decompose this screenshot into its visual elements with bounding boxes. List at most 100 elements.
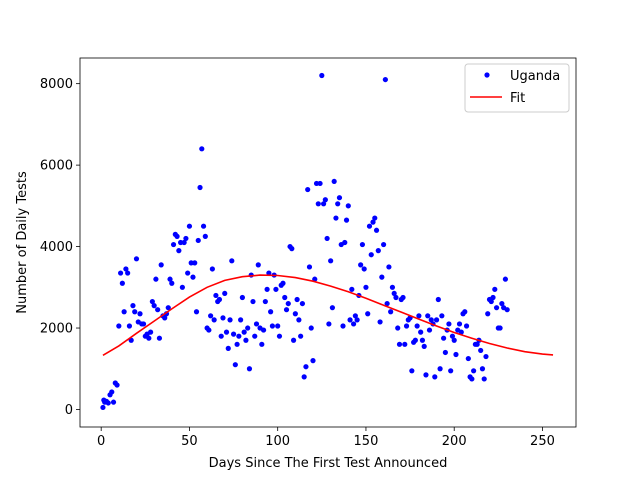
data-point [176,248,182,254]
data-point [488,298,494,305]
data-point [243,337,249,343]
data-point [218,333,224,339]
data-point [448,368,454,374]
data-point [421,343,427,349]
data-point [396,341,403,347]
data-point [409,368,415,374]
data-point [423,372,429,378]
data-point [245,325,251,331]
data-point [446,321,452,327]
data-point [227,317,233,323]
data-point [229,258,235,264]
data-point [238,317,244,323]
data-point [241,329,247,335]
data-point [306,264,313,270]
data-point [110,399,117,405]
data-point [132,309,138,315]
data-point [264,286,270,292]
data-point [312,276,318,282]
data-point [381,241,387,248]
data-point [451,337,457,343]
legend-box [464,63,570,113]
data-point [276,333,283,339]
data-point [222,290,228,297]
data-point [317,180,323,187]
data-point [292,311,298,317]
data-point [156,335,163,341]
data-point [359,241,366,248]
data-point [260,327,267,333]
data-point [146,335,152,341]
data-point [179,284,185,290]
data-point [282,294,288,301]
data-point [382,76,388,83]
x-tick-label: 150 [354,434,379,449]
x-tick-label: 100 [265,434,290,449]
data-point [209,266,215,272]
data-point [504,307,510,313]
data-point [388,309,394,315]
data-point [195,237,201,244]
data-point [140,321,147,327]
data-point [216,296,223,303]
data-point [155,307,161,313]
data-point [395,325,401,331]
data-point [223,329,230,335]
data-point [208,313,214,319]
data-point [294,296,300,303]
data-point [181,239,187,246]
data-point [391,290,397,297]
data-point [123,266,129,272]
data-point [478,347,484,354]
legend-marker-uganda [484,72,490,78]
data-point [268,309,274,315]
data-point [490,294,496,301]
data-point [361,266,367,272]
data-point [252,333,258,339]
x-tick-label: 250 [530,434,555,449]
data-point [502,276,508,282]
fit-line [102,274,554,357]
data-point [283,307,290,313]
data-point [389,284,396,290]
data-point [343,217,350,223]
data-point [266,270,272,276]
data-point [373,227,380,233]
data-point [262,298,268,305]
data-point [250,298,256,305]
data-point [335,201,341,207]
data-point [234,341,240,347]
x-tick-label: 0 [97,434,105,449]
data-point [308,325,314,331]
data-point [269,323,275,329]
data-point [126,323,133,329]
data-point [236,333,242,339]
data-point [273,286,279,292]
x-axis-label: Days Since The First Test Announced [209,456,448,471]
data-point [350,321,357,327]
data-point [358,262,364,268]
data-point [432,374,438,380]
legend-label-uganda: Uganda [510,69,560,84]
data-point [449,333,456,339]
data-point [349,286,355,292]
x-tick-label: 50 [181,434,198,449]
data-point [481,376,487,382]
data-point [366,223,373,229]
x-tick-label: 200 [442,434,467,449]
data-point [419,337,426,343]
data-point [169,280,175,286]
plot-area [80,58,576,427]
y-tick-label: 0 [65,403,73,418]
data-point [469,376,475,382]
y-tick-label: 8000 [40,77,73,92]
data-point [439,313,445,319]
data-point [483,353,489,360]
y-axis: 0 2000 4000 6000 8000 [40,77,80,418]
data-point [151,303,157,309]
data-point [485,311,491,317]
data-point [202,233,208,239]
data-point [190,274,196,280]
y-tick-label: 2000 [40,322,73,337]
data-point [105,400,111,406]
